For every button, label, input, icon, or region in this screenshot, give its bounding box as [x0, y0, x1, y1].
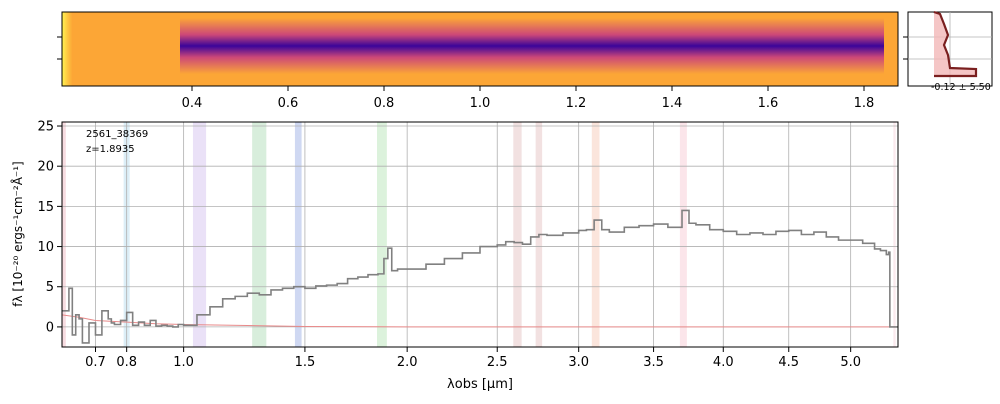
y-tick-label: 25	[37, 120, 54, 135]
emission-band	[679, 122, 687, 347]
spectrum-2d-trace	[180, 18, 884, 74]
profile-line	[933, 10, 978, 78]
y-tick-label: 0	[46, 320, 54, 335]
spectrum-2d-xtick-label: 1.6	[758, 96, 779, 111]
spectrum-2d-xtick-label: 0.6	[278, 96, 299, 111]
spectrum-2d-blue-end	[62, 12, 192, 86]
x-tick-label: 2.0	[397, 355, 418, 370]
y-axis-label: fλ [10⁻²⁰ ergs⁻¹cm⁻²Å⁻¹]	[10, 161, 25, 306]
object-id: 2561_38369	[86, 129, 148, 140]
emission-band	[294, 122, 302, 347]
spectrum-2d-xticks: 0.4 0.6 0.8 1.0 1.2 1.4 1.6 1.8	[182, 86, 875, 111]
spectrum-2d-xtick-label: 1.2	[566, 96, 587, 111]
x-tick-label: 4.0	[713, 355, 734, 370]
y-tick-label: 15	[37, 200, 54, 215]
emission-band	[62, 122, 66, 347]
spectrum-2d-xtick-label: 0.8	[374, 96, 395, 111]
x-tick-label: 0.7	[85, 355, 106, 370]
x-tick-label: 1.5	[295, 355, 316, 370]
spectrum-1d-panel: 0.7 0.8 1.0 1.5 2.0 2.5 3.0 3.5 4.0 4.5 5.0 0 5 10 15 2…	[10, 120, 899, 392]
profile-annotation: -0.12 ± 5.50	[931, 82, 991, 93]
x-tick-label: 2.5	[487, 355, 508, 370]
model-line	[62, 314, 898, 328]
emission-band	[893, 122, 896, 347]
spectrum-1d-grid	[62, 122, 898, 347]
redshift-label: z=1.8935	[86, 144, 135, 155]
spectrum-2d-panel: 0.4 0.6 0.8 1.0 1.2 1.4 1.6 1.8	[57, 11, 899, 111]
emission-band	[591, 122, 600, 347]
y-tick-label: 5	[46, 280, 54, 295]
emission-band	[192, 122, 207, 347]
profile-fill	[934, 12, 976, 76]
spectrum-2d-xtick-label: 1.4	[662, 96, 683, 111]
spectrum-2d-xtick-label: 1.8	[854, 96, 875, 111]
spectrum-line	[62, 209, 898, 344]
y-tick-label: 10	[37, 240, 54, 255]
emission-band	[513, 122, 522, 347]
x-tick-label: 4.5	[778, 355, 799, 370]
spectrum-2d-xtick-label: 0.4	[182, 96, 203, 111]
x-tick-label: 1.0	[173, 355, 194, 370]
x-tick-label: 5.0	[840, 355, 861, 370]
spectrum-2d-xtick-label: 1.0	[470, 96, 491, 111]
x-tick-label: 3.5	[643, 355, 664, 370]
profile-panel: -0.12 ± 5.50	[903, 10, 993, 93]
x-tick-label: 3.0	[568, 355, 589, 370]
emission-band	[376, 122, 387, 347]
spectrum-1d-ticks: 0.7 0.8 1.0 1.5 2.0 2.5 3.0 3.5 4.0 4.5 5.0 0 5 10 15 2…	[37, 120, 861, 370]
x-tick-label: 0.8	[116, 355, 137, 370]
y-tick-label: 20	[37, 160, 54, 175]
emission-band	[252, 122, 267, 347]
x-axis-label: λobs [μm]	[447, 377, 513, 392]
spectrum-1d-frame	[61, 121, 899, 348]
